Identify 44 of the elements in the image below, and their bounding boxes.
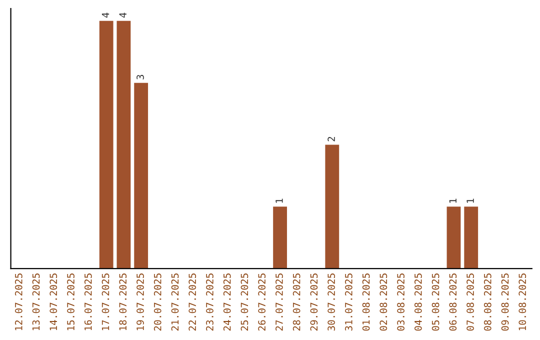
x-tick-label: 09.08.2025 (501, 274, 509, 331)
x-tick-label: 04.08.2025 (414, 274, 422, 331)
x-tick-label: 29.07.2025 (310, 274, 318, 331)
x-tick-label: 31.07.2025 (345, 274, 352, 331)
data-label: 1 (466, 198, 474, 203)
x-tick-label: 10.08.2025 (518, 274, 526, 330)
x-tick-label: 06.08.2025 (449, 274, 457, 331)
data-label: 2 (328, 136, 335, 142)
x-tick-label: 13.07.2025 (32, 274, 40, 330)
data-label: 4 (102, 12, 110, 18)
bar (116, 20, 131, 269)
bar (464, 206, 478, 269)
data-label: 3 (136, 74, 144, 80)
data-label: 4 (119, 12, 126, 18)
x-tick-label: 16.07.2025 (84, 274, 92, 330)
bar (325, 144, 340, 269)
bar (99, 20, 114, 269)
x-tick-label: 18.07.2025 (119, 274, 127, 330)
x-tick-label: 03.08.2025 (397, 274, 404, 331)
x-tick-label: 22.07.2025 (188, 274, 196, 331)
x-tick-label: 14.07.2025 (50, 274, 58, 330)
x-tick-label: 08.08.2025 (484, 274, 492, 331)
x-tick-label: 12.07.2025 (14, 274, 22, 330)
x-tick-label: 15.07.2025 (67, 274, 74, 330)
x-tick-label: 28.07.2025 (292, 274, 300, 331)
x-tick-label: 25.07.2025 (240, 274, 248, 331)
x-tick-label: 27.07.2025 (276, 274, 283, 331)
x-tick-label: 24.07.2025 (223, 274, 231, 331)
x-tick-label: 23.07.2025 (206, 274, 214, 331)
x-tick-label: 19.07.2025 (136, 274, 144, 330)
x-tick-label: 17.07.2025 (102, 274, 110, 330)
data-label: 1 (276, 198, 283, 203)
x-tick-label: 26.07.2025 (258, 274, 266, 331)
x-tick-label: 20.07.2025 (154, 274, 162, 331)
x-tick-label: 07.08.2025 (466, 274, 474, 331)
bar (273, 206, 287, 269)
x-tick-label: 02.08.2025 (380, 274, 388, 331)
x-tick-label: 21.07.2025 (171, 274, 179, 331)
x-tick-label: 01.08.2025 (362, 274, 370, 331)
data-label: 1 (449, 198, 456, 203)
x-tick-label: 05.08.2025 (432, 274, 440, 331)
x-tick-label: 30.07.2025 (328, 274, 335, 331)
bar (134, 82, 148, 269)
bar (446, 206, 461, 269)
